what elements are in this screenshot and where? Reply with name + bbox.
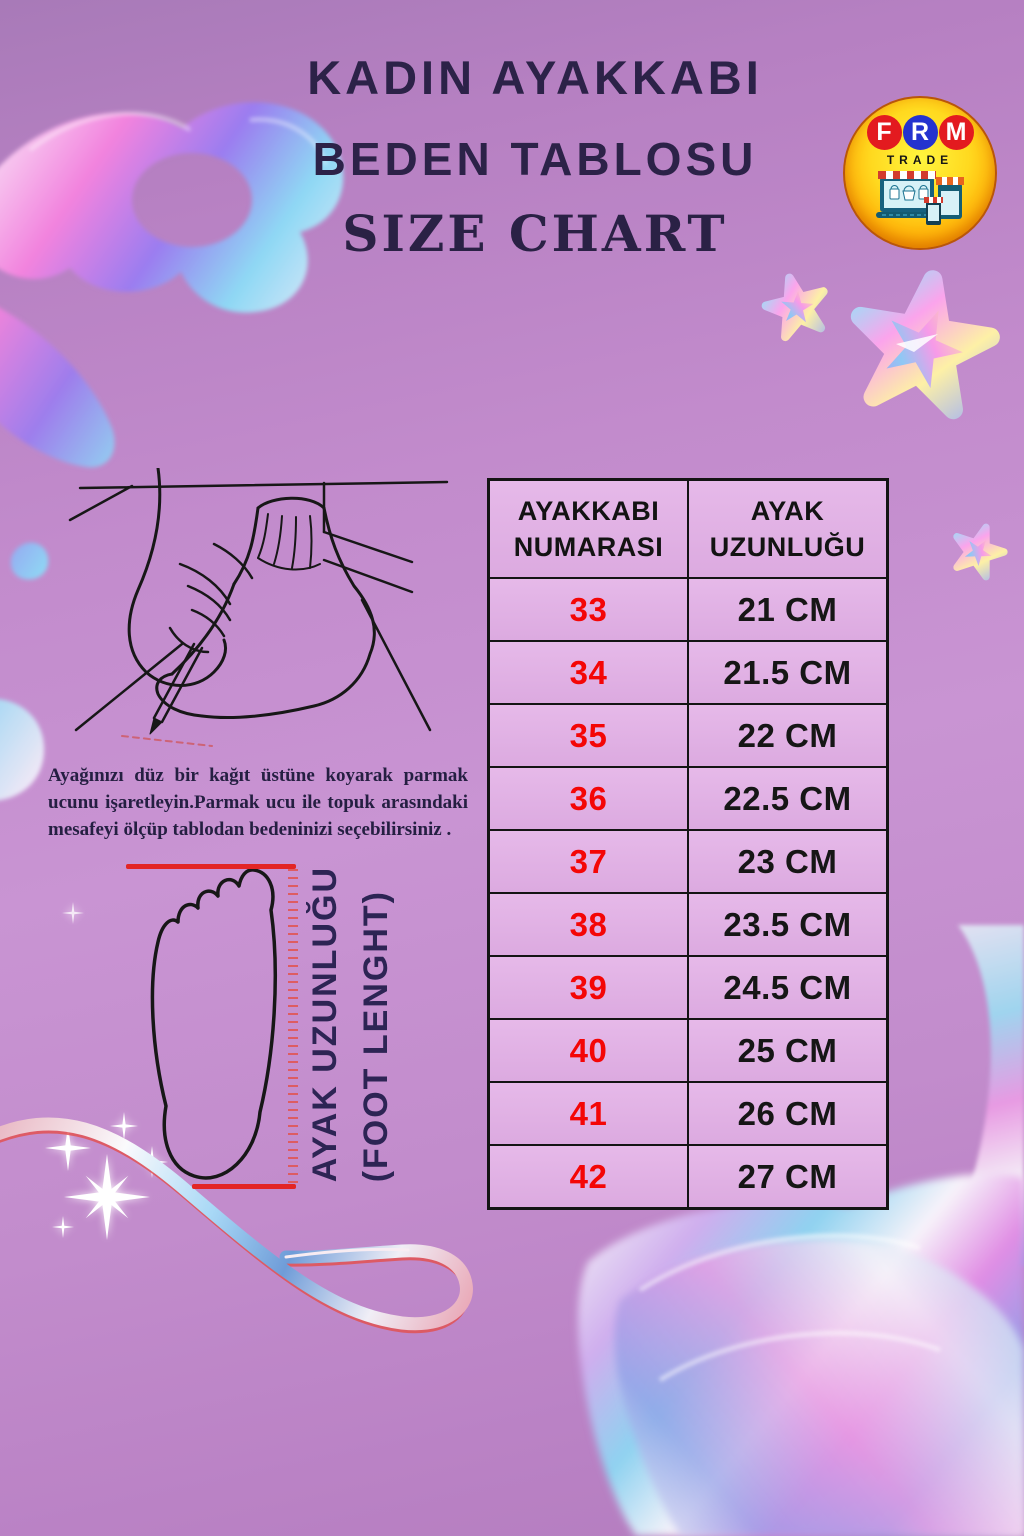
size-number-cell: 35	[489, 704, 688, 767]
size-number-cell: 34	[489, 641, 688, 704]
foot-length-cell: 27 CM	[688, 1145, 887, 1208]
sparkle-icon	[62, 902, 84, 924]
foot-length-cell: 22.5 CM	[688, 767, 887, 830]
size-number-cell: 40	[489, 1019, 688, 1082]
logo-letter-f: F	[866, 115, 902, 150]
foot-length-cell: 22 CM	[688, 704, 887, 767]
logo-letter-m: M	[938, 115, 974, 150]
size-number-cell: 38	[489, 893, 688, 956]
foot-length-cell: 24.5 CM	[688, 956, 887, 1019]
foot-length-cell: 26 CM	[688, 1082, 887, 1145]
foot-length-label: AYAK UZUNLUĞU (FOOT LENGHT)	[300, 852, 410, 1197]
size-number-cell: 33	[489, 578, 688, 641]
foot-length-cell: 23.5 CM	[688, 893, 887, 956]
foot-length-cell: 21 CM	[688, 578, 887, 641]
foot-outline-diagram	[150, 868, 278, 1180]
size-number-cell: 42	[489, 1145, 688, 1208]
measure-line-top	[126, 864, 296, 869]
foot-length-cell: 25 CM	[688, 1019, 887, 1082]
title-line-1: KADIN AYAKKABI	[307, 51, 763, 104]
logo-letter-r: R	[902, 115, 938, 150]
ruler-ticks	[288, 869, 298, 1187]
frm-trade-logo: F R M TRADE	[843, 96, 997, 250]
logo-subtitle: TRADE	[886, 153, 954, 167]
foot-measuring-illustration	[68, 468, 449, 747]
foot-length-cell: 21.5 CM	[688, 641, 887, 704]
title-line-3: SIZE CHART	[342, 204, 728, 263]
size-number-cell: 37	[489, 830, 688, 893]
table-header-foot-length: AYAK UZUNLUĞU	[688, 480, 887, 578]
foot-length-label-en: (FOOT LENGHT)	[357, 890, 395, 1183]
foot-length-cell: 23 CM	[688, 830, 887, 893]
size-chart-table: AYAKKABI NUMARASI AYAK UZUNLUĞU 33 21 CM 3…	[487, 478, 889, 1210]
title-line-2: BEDEN TABLOSU	[312, 133, 758, 185]
logo-letters: F R M	[866, 115, 974, 150]
measuring-instructions-text: Ayağınızı düz bir kağıt üstüne koyarak p…	[48, 765, 468, 840]
storefront-icon	[876, 171, 964, 225]
poster-title: KADIN AYAKKABI BEDEN TABLOSU SIZE CHART	[262, 50, 808, 263]
size-number-cell: 41	[489, 1082, 688, 1145]
table-header-shoe-number: AYAKKABI NUMARASI	[489, 480, 688, 578]
size-number-cell: 36	[489, 767, 688, 830]
measure-line-bottom	[192, 1184, 296, 1189]
size-number-cell: 39	[489, 956, 688, 1019]
foot-length-label-tr: AYAK UZUNLUĞU	[306, 866, 344, 1183]
